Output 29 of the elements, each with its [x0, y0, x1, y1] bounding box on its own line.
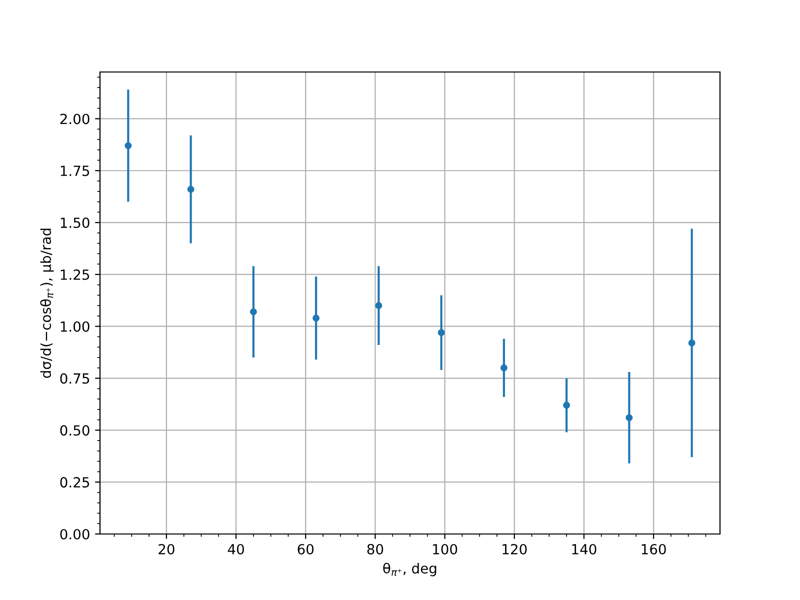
- y-tick-label: 1.75: [60, 166, 90, 176]
- point: [312, 314, 320, 322]
- y-axis-title: dσ/d(−cosθ$_{π⁺}$), μb/rad: [40, 228, 54, 378]
- x-tick-label: 40: [228, 544, 244, 554]
- point: [375, 302, 382, 310]
- y-tick-label: 0.25: [60, 477, 90, 488]
- point: [250, 308, 257, 316]
- x-tick-label: 20: [158, 544, 174, 554]
- y-tick-label: 0.50: [60, 425, 90, 436]
- x-tick-label: 160: [642, 544, 666, 554]
- point: [688, 340, 696, 346]
- point: [438, 329, 445, 336]
- point: [563, 402, 570, 409]
- y-tick-label: 2.00: [60, 114, 90, 124]
- y-tick-label: 0.75: [60, 373, 90, 384]
- y-tick-label: 1.00: [60, 321, 90, 332]
- x-axis-title: θ$_{π⁺}$, deg: [383, 562, 436, 576]
- y-tick-label: 1.50: [60, 218, 90, 228]
- y-tick-label: 1.25: [60, 269, 90, 280]
- point: [626, 414, 633, 422]
- x-tick-label: 60: [298, 544, 314, 554]
- point: [187, 186, 194, 193]
- x-tick-label: 80: [367, 544, 384, 554]
- x-tick-label: 140: [572, 544, 596, 554]
- point: [124, 142, 132, 150]
- point: [500, 364, 508, 372]
- x-tick-label: 100: [433, 544, 458, 554]
- x-tick-label: 120: [502, 544, 527, 554]
- y-tick-label: 0.00: [60, 528, 90, 540]
